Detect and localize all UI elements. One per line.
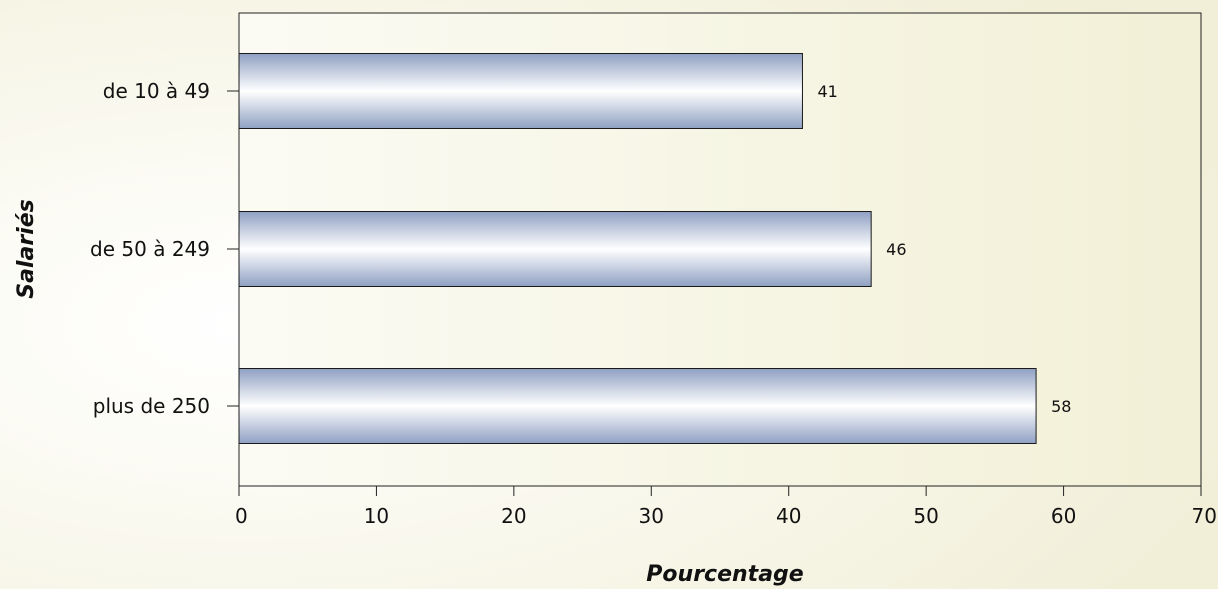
bars-group: 41 46 58 [238,53,1071,444]
y-tick-label-plus-de-250: plus de 250 [93,394,210,418]
x-tick-label-30: 30 [639,504,664,528]
x-axis-title: Pourcentage [646,562,803,587]
x-tick-label-70: 70 [1192,504,1217,528]
bar-de-50-249 [238,211,872,287]
x-tick-label-50: 50 [913,504,938,528]
data-label-de-50-249: 46 [886,240,906,259]
bar-de-10-49 [238,53,803,129]
x-tick-label-60: 60 [1051,504,1076,528]
data-label-plus-de-250: 58 [1051,397,1071,416]
x-tick-label-20: 20 [501,504,526,528]
y-tick-label-de-50-249: de 50 à 249 [90,237,210,261]
x-tick-label-40: 40 [776,504,801,528]
x-axis-ticks: 0 10 20 30 40 50 60 70 [235,486,1217,528]
x-tick-label-10: 10 [364,504,389,528]
y-tick-label-de-10-49: de 10 à 49 [103,79,210,103]
y-axis-ticks: de 10 à 49 de 50 à 249 plus de 250 [90,79,239,418]
data-label-de-10-49: 41 [817,82,837,101]
bar-plus-de-250 [238,368,1037,444]
x-tick-label-0: 0 [235,504,248,528]
y-axis-title: Salariés [14,199,39,298]
